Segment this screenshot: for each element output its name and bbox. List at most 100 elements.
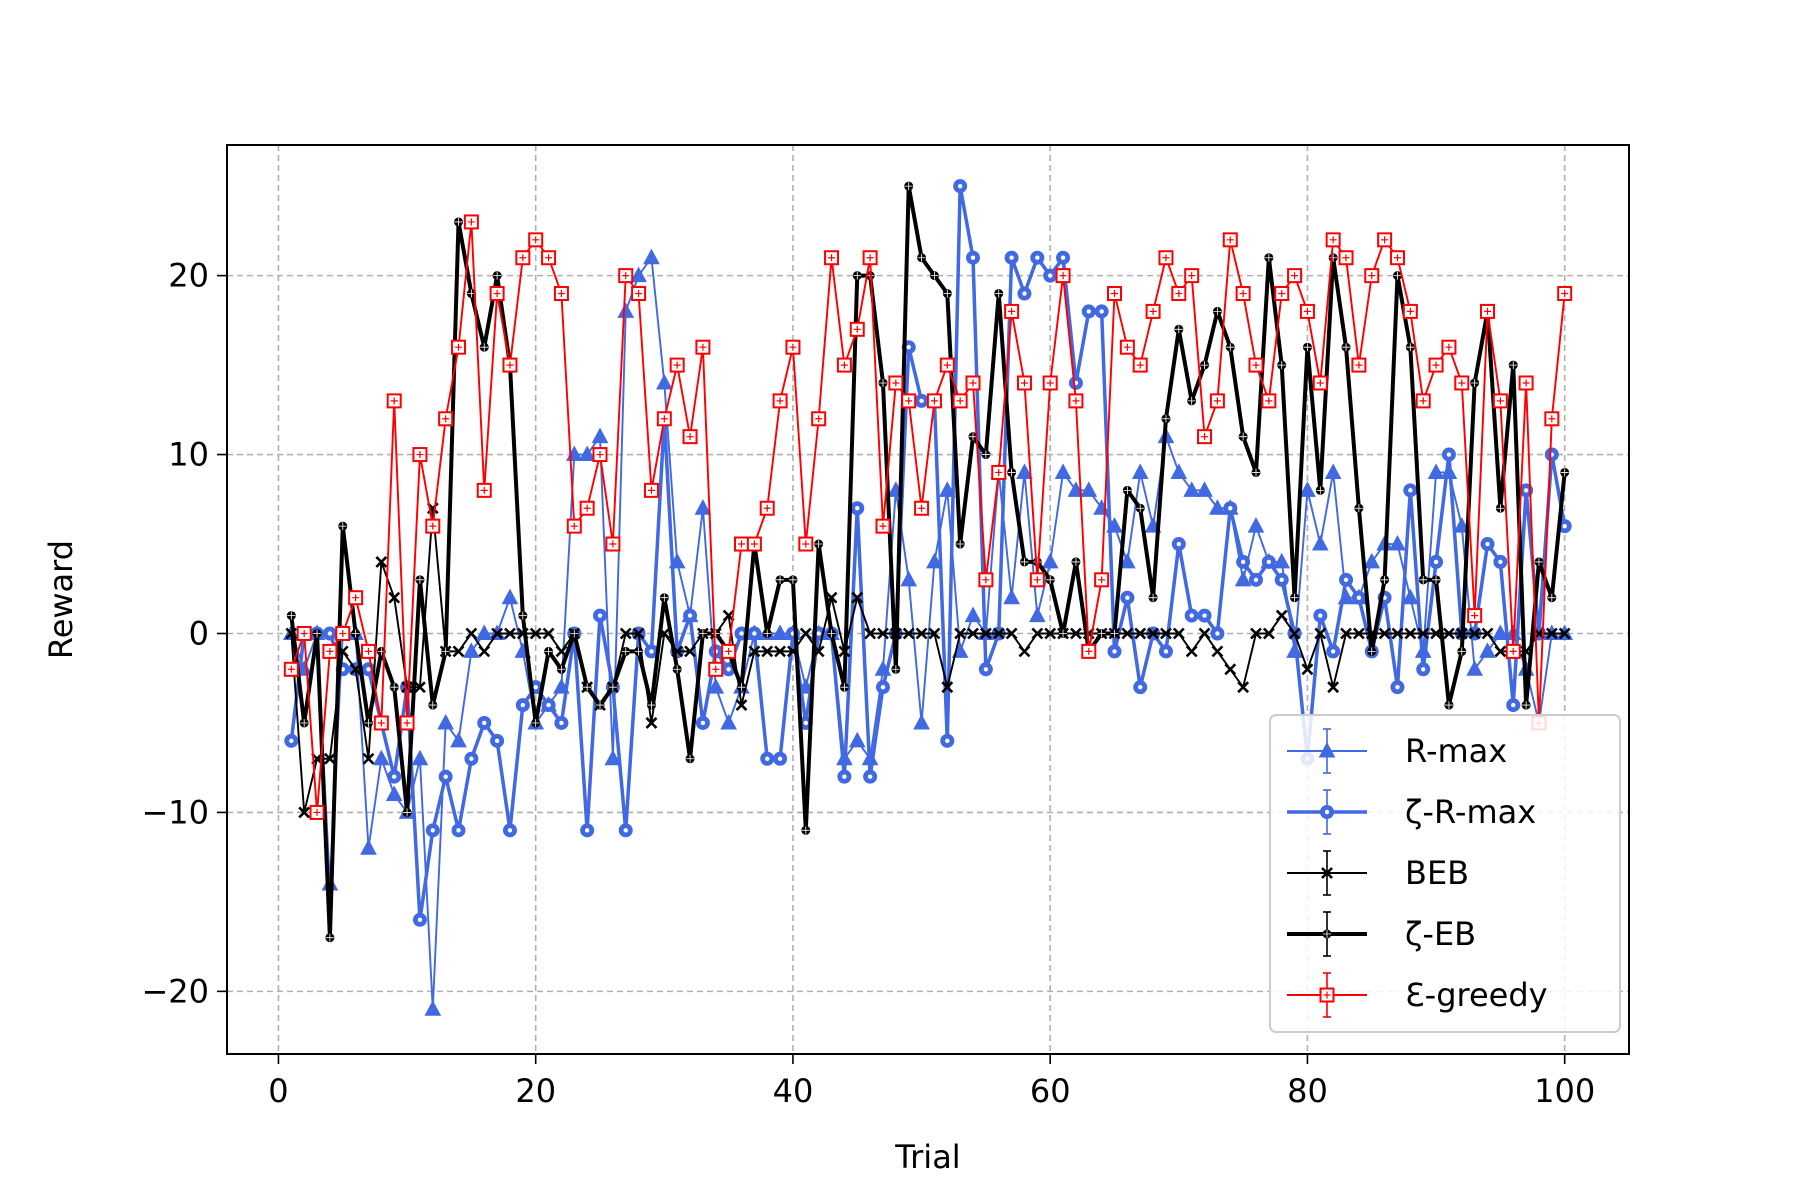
data-point-detail — [1085, 647, 1093, 655]
legend-item: BEB — [1287, 850, 1469, 896]
data-point — [501, 588, 519, 605]
data-point-detail — [1123, 486, 1132, 495]
data-point — [475, 624, 493, 640]
data-point-detail — [1200, 361, 1209, 370]
data-point-detail — [1457, 647, 1466, 656]
data-point-detail — [364, 647, 372, 655]
data-point-detail — [1560, 468, 1569, 477]
data-point-detail — [1380, 575, 1389, 584]
legend-label: ζ-EB — [1405, 915, 1476, 953]
data-point-detail — [878, 378, 887, 387]
data-point — [851, 591, 864, 604]
data-point — [1054, 463, 1072, 479]
data-point — [529, 627, 542, 640]
data-point-detail — [1470, 378, 1479, 387]
data-point-detail — [789, 343, 797, 351]
data-point — [1443, 627, 1455, 640]
data-point-detail — [802, 540, 810, 548]
data-point-detail — [943, 289, 952, 298]
data-point — [362, 752, 375, 765]
data-point-detail — [673, 361, 681, 369]
data-point-detail — [1033, 576, 1041, 584]
data-point — [1275, 609, 1288, 622]
data-point — [1080, 481, 1098, 497]
data-point-detail — [1342, 343, 1351, 352]
legend: R-max ζ-R-max BEB ζ-EB Ɛ-greedy — [1269, 714, 1621, 1033]
data-point-center — [1433, 559, 1439, 565]
data-point-detail — [969, 379, 977, 387]
data-point — [1402, 588, 1419, 605]
data-point-center — [945, 738, 950, 744]
data-point-detail — [442, 415, 450, 423]
data-point — [1172, 627, 1185, 640]
data-point-center — [1138, 684, 1143, 690]
data-point — [645, 717, 658, 729]
data-point-detail — [1484, 307, 1492, 315]
data-point-center — [533, 684, 538, 690]
data-point-detail — [313, 808, 321, 816]
data-point-detail — [1033, 557, 1042, 566]
data-point-detail — [943, 361, 951, 369]
data-point-detail — [596, 701, 605, 710]
data-point-center — [1485, 541, 1490, 547]
data-point — [450, 731, 467, 748]
data-point — [1288, 627, 1301, 640]
data-point-detail — [531, 718, 540, 727]
series-eb — [286, 181, 1570, 943]
data-point — [617, 302, 635, 318]
data-point-detail — [1110, 629, 1119, 638]
data-point-detail — [1136, 361, 1144, 369]
data-point-detail — [866, 254, 874, 262]
data-point-detail — [364, 718, 373, 727]
data-point — [771, 624, 789, 640]
data-point-detail — [1548, 415, 1556, 423]
data-point — [684, 645, 696, 658]
data-point-detail — [1445, 343, 1453, 351]
data-point-center — [1523, 488, 1529, 493]
data-point — [720, 713, 737, 730]
data-point-center — [919, 398, 924, 404]
data-point — [1340, 627, 1352, 640]
data-point-detail — [840, 683, 849, 692]
x-tick-label: 60 — [1030, 1072, 1071, 1110]
data-point-detail — [519, 254, 527, 262]
data-point — [491, 627, 504, 640]
data-point-detail — [1265, 397, 1273, 405]
data-point-detail — [1342, 254, 1350, 262]
data-point-detail — [737, 540, 745, 548]
data-point-detail — [1226, 236, 1234, 244]
data-point-center — [1176, 541, 1182, 547]
data-point — [1479, 642, 1496, 658]
y-tick-label: −20 — [141, 972, 209, 1010]
data-point-center — [546, 702, 551, 708]
data-point — [388, 591, 401, 604]
data-point-detail — [1046, 575, 1055, 584]
data-point-center — [327, 631, 333, 636]
data-point-detail — [1329, 253, 1338, 262]
data-point — [1070, 627, 1082, 640]
data-point-center — [880, 684, 886, 690]
data-point-center — [430, 828, 435, 833]
data-point-detail — [1239, 432, 1248, 441]
data-point — [1314, 627, 1327, 640]
axis-ticks: 0 20 40 60 80 100 −20 −10 0 10 20 — [141, 257, 1595, 1110]
data-point-detail — [981, 450, 990, 459]
data-point-detail — [1534, 557, 1543, 566]
data-point-center — [1189, 613, 1194, 618]
data-point-detail — [905, 397, 913, 405]
data-point — [437, 713, 454, 730]
data-point-detail — [1136, 504, 1145, 513]
data-point — [915, 627, 928, 640]
data-point-detail — [1316, 379, 1324, 387]
legend-label: R-max — [1405, 732, 1507, 770]
data-point — [1247, 517, 1265, 533]
data-point-center — [1060, 255, 1066, 260]
data-point-detail — [1432, 361, 1440, 369]
data-point — [385, 785, 403, 802]
data-point-center — [700, 720, 706, 726]
data-point — [902, 627, 915, 640]
data-point-detail — [660, 593, 669, 602]
data-point-detail — [300, 718, 309, 727]
data-point — [1494, 645, 1507, 658]
series-line — [290, 220, 1566, 814]
